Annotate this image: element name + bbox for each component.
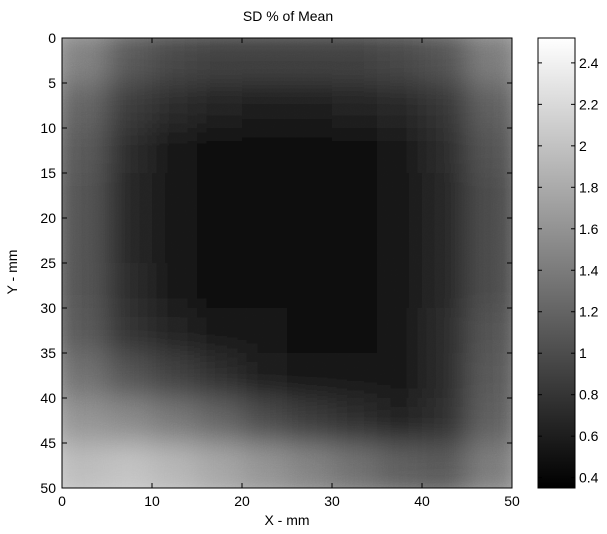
x-tick-label: 50 [504, 493, 520, 509]
colorbar-ticks: 0.4 0.6 0.8 1 1.2 1.4 1.6 1.8 2 2.2 2.4 [538, 55, 599, 486]
y-axis-ticks: 0 5 10 15 20 25 30 35 40 45 50 [40, 30, 512, 496]
colorbar-tick-label: 1.6 [579, 221, 599, 237]
colorbar-tick-label: 2 [579, 138, 587, 154]
x-tick-label: 0 [58, 493, 66, 509]
colorbar-tick-label: 0.8 [579, 387, 599, 403]
x-axis-ticks: 0 10 20 30 40 50 [58, 38, 520, 509]
x-tick-label: 10 [144, 493, 160, 509]
y-tick-label: 0 [48, 30, 56, 46]
y-tick-label: 35 [40, 345, 56, 361]
y-tick-label: 20 [40, 210, 56, 226]
y-tick-label: 50 [40, 480, 56, 496]
colorbar-tick-label: 0.4 [579, 470, 599, 486]
colorbar [537, 37, 576, 489]
x-tick-label: 20 [234, 493, 250, 509]
x-tick-label: 30 [324, 493, 340, 509]
heatmap-noise-texture [62, 38, 512, 488]
y-tick-label: 5 [48, 75, 56, 91]
colorbar-tick-label: 1.4 [579, 262, 599, 278]
colorbar-tick-label: 2.2 [579, 96, 599, 112]
x-tick-label: 40 [414, 493, 430, 509]
y-axis-label: Y - mm [4, 249, 20, 295]
y-tick-label: 10 [40, 120, 56, 136]
y-tick-label: 30 [40, 300, 56, 316]
y-tick-label: 15 [40, 165, 56, 181]
colorbar-tick-label: 0.6 [579, 428, 599, 444]
chart-title: SD % of Mean [242, 8, 334, 24]
x-axis-label: X - mm [264, 512, 310, 528]
y-tick-label: 25 [40, 255, 56, 271]
colorbar-tick-label: 1.2 [579, 304, 599, 320]
colorbar-tick-label: 1.8 [579, 179, 599, 195]
y-tick-label: 40 [40, 390, 56, 406]
colorbar-tick-label: 2.4 [579, 55, 599, 71]
colorbar-tick-label: 1 [579, 345, 587, 361]
y-tick-label: 45 [40, 435, 56, 451]
